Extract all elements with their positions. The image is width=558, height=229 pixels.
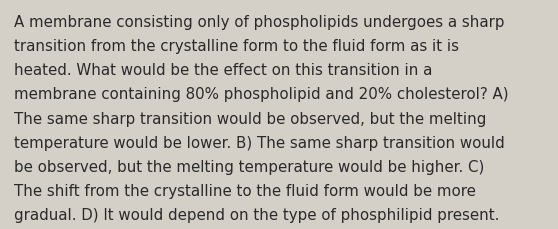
Text: A membrane consisting only of phospholipids undergoes a sharp: A membrane consisting only of phospholip… [14, 15, 504, 30]
Text: membrane containing 80% phospholipid and 20% cholesterol? A): membrane containing 80% phospholipid and… [14, 87, 508, 102]
Text: temperature would be lower. B) The same sharp transition would: temperature would be lower. B) The same … [14, 135, 504, 150]
Text: The same sharp transition would be observed, but the melting: The same sharp transition would be obser… [14, 111, 487, 126]
Text: heated. What would be the effect on this transition in a: heated. What would be the effect on this… [14, 63, 432, 78]
Text: transition from the crystalline form to the fluid form as it is: transition from the crystalline form to … [14, 39, 459, 54]
Text: gradual. D) It would depend on the type of phosphilipid present.: gradual. D) It would depend on the type … [14, 207, 499, 222]
Text: The shift from the crystalline to the fluid form would be more: The shift from the crystalline to the fl… [14, 183, 476, 198]
Text: be observed, but the melting temperature would be higher. C): be observed, but the melting temperature… [14, 159, 484, 174]
